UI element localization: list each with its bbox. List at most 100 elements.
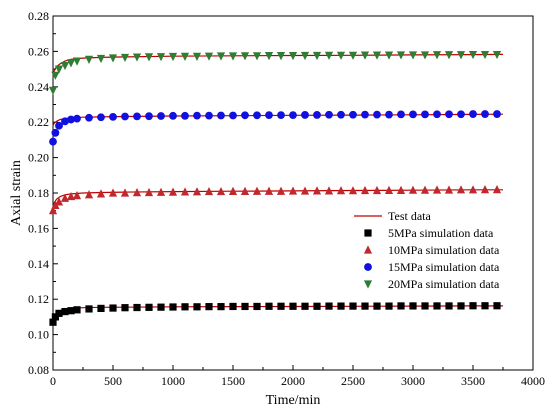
legend-label: 15MPa simulation data	[388, 260, 500, 274]
data-point	[276, 186, 286, 195]
data-point	[469, 110, 477, 118]
data-point	[144, 187, 154, 197]
x-axis-title: Time/min	[266, 393, 321, 408]
legend-marker	[364, 263, 372, 271]
data-point	[55, 121, 63, 130]
data-point	[205, 111, 213, 120]
data-point	[181, 111, 189, 120]
data-point	[265, 302, 273, 310]
data-point	[444, 51, 454, 60]
data-point	[204, 52, 214, 61]
data-point	[145, 112, 153, 121]
data-point	[348, 51, 358, 60]
data-point	[67, 115, 75, 124]
data-point	[169, 111, 177, 120]
legend-marker	[363, 280, 373, 289]
x-tick-label: 1500	[221, 374, 245, 388]
data-point	[133, 303, 141, 312]
legend-marker	[364, 229, 372, 237]
data-point	[241, 302, 249, 311]
y-tick-label: 0.12	[28, 292, 49, 306]
data-point	[336, 51, 346, 60]
data-point	[360, 185, 370, 195]
data-point	[156, 53, 166, 62]
data-point	[240, 186, 250, 196]
data-point	[54, 65, 64, 74]
data-point	[205, 303, 213, 311]
data-point	[156, 187, 166, 196]
data-point	[301, 111, 309, 119]
data-point	[456, 185, 466, 194]
data-point	[372, 185, 382, 195]
data-point	[96, 189, 106, 198]
data-point	[193, 303, 201, 311]
data-point	[216, 52, 226, 61]
x-tick-label: 0	[50, 374, 56, 388]
data-point	[241, 111, 249, 120]
data-point	[229, 302, 237, 311]
data-point	[300, 186, 310, 195]
data-point	[252, 186, 262, 195]
data-point	[361, 110, 369, 119]
data-point	[72, 191, 82, 200]
data-point	[397, 302, 405, 310]
x-tick-label: 3000	[401, 374, 425, 388]
data-point	[157, 303, 165, 311]
data-point	[180, 187, 190, 196]
data-point	[51, 128, 60, 137]
data-point	[288, 186, 298, 195]
data-point	[444, 185, 454, 194]
data-point	[348, 186, 358, 195]
data-point	[73, 306, 81, 314]
data-point	[192, 187, 202, 196]
data-point	[61, 117, 69, 126]
data-point	[445, 110, 453, 119]
data-point	[55, 309, 63, 317]
data-point	[252, 52, 262, 61]
data-point	[73, 114, 81, 123]
data-point	[228, 186, 238, 196]
data-point	[396, 51, 406, 60]
data-point	[481, 110, 489, 118]
data-point	[360, 51, 370, 60]
data-point	[49, 318, 57, 326]
data-point	[492, 185, 502, 194]
data-point	[120, 188, 130, 197]
data-point	[409, 110, 417, 119]
data-point	[361, 302, 369, 310]
data-point	[108, 188, 118, 197]
data-point	[144, 53, 154, 62]
data-point	[325, 302, 333, 310]
data-point	[408, 185, 418, 194]
data-point	[48, 86, 58, 95]
data-point	[432, 185, 442, 194]
data-point	[468, 50, 478, 60]
y-tick-label: 0.14	[28, 257, 49, 271]
data-point	[312, 51, 322, 61]
data-point	[67, 307, 75, 315]
data-point	[277, 302, 285, 310]
data-point	[288, 52, 298, 61]
data-point	[337, 110, 345, 119]
data-point	[432, 51, 442, 60]
data-point	[384, 185, 394, 194]
data-point	[54, 197, 64, 206]
data-point	[385, 110, 393, 119]
y-tick-label: 0.28	[28, 9, 49, 23]
data-point	[396, 185, 406, 194]
data-point	[121, 304, 129, 312]
data-point	[97, 304, 105, 313]
data-point	[420, 185, 430, 194]
data-point	[372, 51, 382, 60]
data-point	[349, 302, 357, 310]
data-point	[132, 53, 142, 62]
data-point	[313, 111, 321, 119]
legend-label: 20MPa simulation data	[388, 277, 500, 291]
data-point	[97, 113, 105, 122]
x-tick-label: 4000	[521, 374, 545, 388]
x-tick-label: 500	[104, 374, 122, 388]
data-point	[265, 111, 273, 120]
data-point	[192, 52, 202, 61]
data-point	[421, 302, 429, 310]
